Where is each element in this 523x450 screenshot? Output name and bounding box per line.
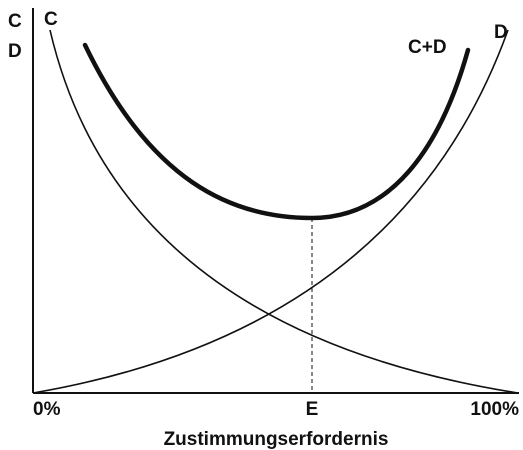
curve-d bbox=[32, 29, 509, 394]
y-axis-label: C bbox=[8, 11, 22, 32]
curve-c bbox=[49, 29, 519, 394]
curve-label: C+D bbox=[408, 37, 447, 58]
x-label: E bbox=[306, 399, 319, 420]
x-label: 100% bbox=[470, 399, 519, 420]
curve-sum bbox=[82, 42, 471, 221]
x-label: 0% bbox=[33, 399, 61, 420]
curve-label: C bbox=[44, 9, 58, 30]
x-title: Zustimmungserfordernis bbox=[164, 429, 389, 450]
y-axis-label: D bbox=[8, 41, 22, 62]
curve-label: D bbox=[494, 22, 508, 43]
